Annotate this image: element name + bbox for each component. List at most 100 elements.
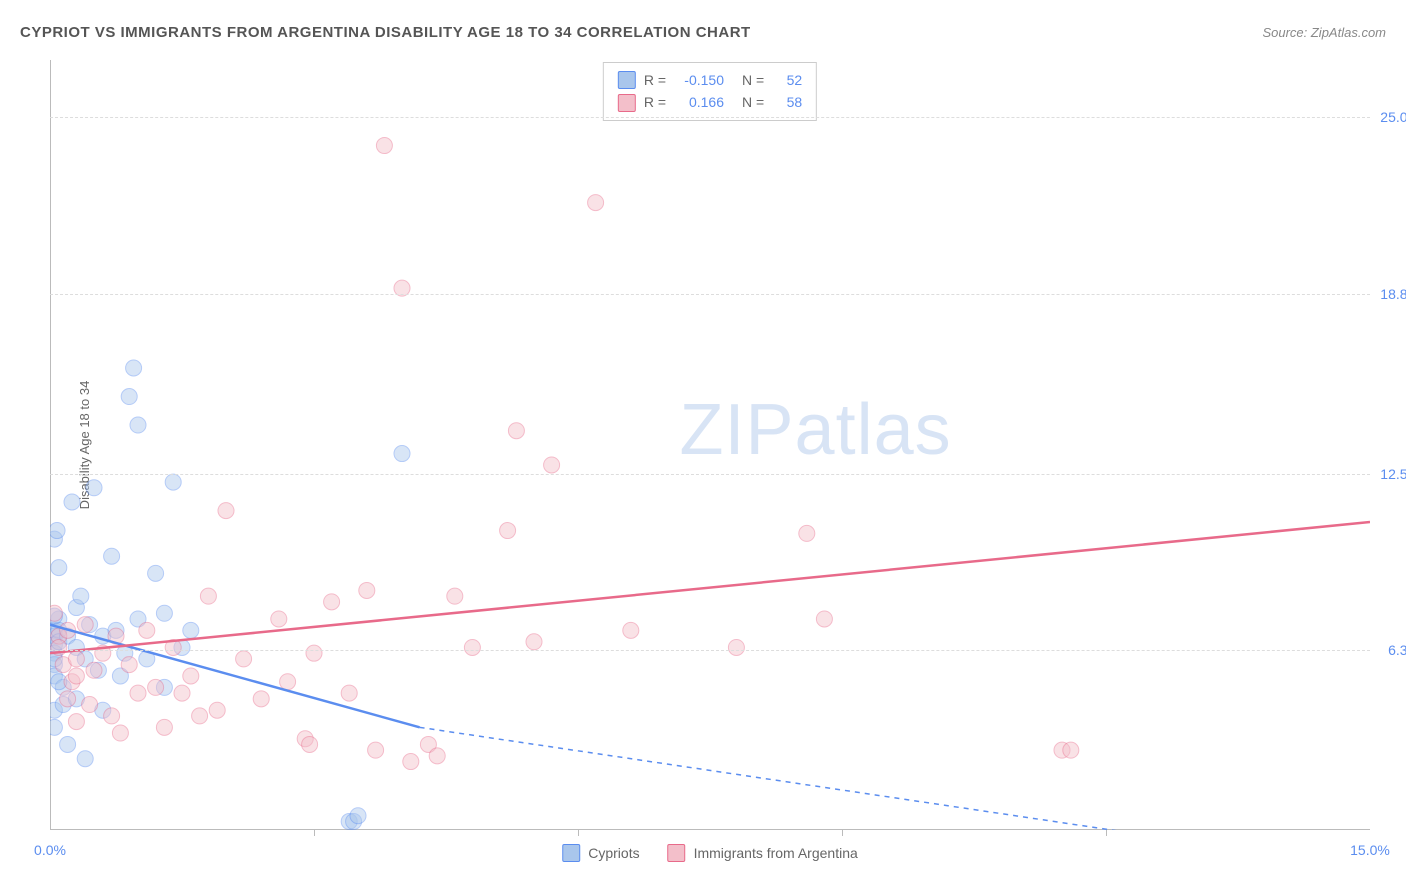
data-point — [350, 808, 366, 824]
stat-n-value: 52 — [772, 69, 802, 91]
data-point — [112, 725, 128, 741]
data-point — [148, 679, 164, 695]
data-point — [816, 611, 832, 627]
x-tick-mark — [842, 830, 843, 836]
data-point — [306, 645, 322, 661]
data-point — [394, 446, 410, 462]
data-point — [104, 708, 120, 724]
data-point — [799, 525, 815, 541]
data-point — [50, 719, 62, 735]
data-point — [68, 651, 84, 667]
data-point — [447, 588, 463, 604]
x-tick-mark — [1106, 830, 1107, 836]
chart-header: CYPRIOT VS IMMIGRANTS FROM ARGENTINA DIS… — [20, 24, 1386, 41]
y-tick-label: 12.5% — [1380, 466, 1406, 482]
data-point — [64, 494, 80, 510]
gridline — [50, 650, 1370, 651]
data-point — [403, 754, 419, 770]
data-point — [165, 474, 181, 490]
chart-title: CYPRIOT VS IMMIGRANTS FROM ARGENTINA DIS… — [20, 24, 751, 41]
data-point — [192, 708, 208, 724]
legend-label: Cypriots — [588, 845, 639, 861]
chart-source: Source: ZipAtlas.com — [1262, 25, 1386, 40]
data-point — [82, 697, 98, 713]
data-point — [130, 417, 146, 433]
data-point — [174, 685, 190, 701]
y-tick-label: 6.3% — [1388, 642, 1406, 658]
data-point — [86, 662, 102, 678]
data-point — [526, 634, 542, 650]
data-point — [271, 611, 287, 627]
stat-row: R = 0.166 N = 58 — [618, 91, 802, 113]
x-tick-label: 0.0% — [34, 842, 66, 858]
gridline — [50, 474, 1370, 475]
data-point — [341, 685, 357, 701]
data-point — [77, 617, 93, 633]
legend-label: Immigrants from Argentina — [694, 845, 858, 861]
stat-swatch — [618, 94, 636, 112]
data-point — [183, 622, 199, 638]
legend-swatch — [562, 844, 580, 862]
stat-r-value: -0.150 — [674, 69, 724, 91]
data-point — [73, 588, 89, 604]
data-point — [139, 622, 155, 638]
stat-swatch — [618, 71, 636, 89]
data-point — [280, 674, 296, 690]
data-point — [253, 691, 269, 707]
data-point — [156, 719, 172, 735]
y-tick-label: 25.0% — [1380, 109, 1406, 125]
data-point — [77, 751, 93, 767]
data-point — [728, 639, 744, 655]
data-point — [183, 668, 199, 684]
correlation-stats-box: R = -0.150 N = 52 R = 0.166 N = 58 — [603, 62, 817, 121]
stat-n-label: N = — [742, 91, 764, 113]
stat-row: R = -0.150 N = 52 — [618, 69, 802, 91]
data-point — [429, 748, 445, 764]
data-point — [50, 605, 62, 621]
data-point — [121, 389, 137, 405]
scatter-plot — [50, 60, 1370, 830]
legend: Cypriots Immigrants from Argentina — [562, 844, 858, 862]
legend-item: Immigrants from Argentina — [668, 844, 858, 862]
stat-r-value: 0.166 — [674, 91, 724, 113]
stat-n-value: 58 — [772, 91, 802, 113]
stat-r-label: R = — [644, 69, 666, 91]
stat-r-label: R = — [644, 91, 666, 113]
data-point — [60, 691, 76, 707]
chart-area: Disability Age 18 to 34 ZIPatlas R = -0.… — [50, 60, 1370, 830]
x-tick-mark — [314, 830, 315, 836]
data-point — [544, 457, 560, 473]
x-tick-mark — [578, 830, 579, 836]
data-point — [60, 736, 76, 752]
data-point — [121, 657, 137, 673]
data-point — [50, 523, 65, 539]
data-point — [51, 560, 67, 576]
legend-item: Cypriots — [562, 844, 639, 862]
data-point — [68, 668, 84, 684]
trend-line-extrapolated — [420, 727, 1150, 830]
data-point — [359, 582, 375, 598]
data-point — [126, 360, 142, 376]
data-point — [68, 714, 84, 730]
gridline — [50, 294, 1370, 295]
x-tick-label: 15.0% — [1350, 842, 1390, 858]
data-point — [200, 588, 216, 604]
data-point — [148, 565, 164, 581]
data-point — [218, 503, 234, 519]
data-point — [1063, 742, 1079, 758]
data-point — [130, 685, 146, 701]
y-tick-label: 18.8% — [1380, 286, 1406, 302]
data-point — [209, 702, 225, 718]
trend-line — [50, 522, 1370, 653]
data-point — [236, 651, 252, 667]
gridline — [50, 117, 1370, 118]
data-point — [104, 548, 120, 564]
data-point — [302, 736, 318, 752]
data-point — [368, 742, 384, 758]
data-point — [156, 605, 172, 621]
data-point — [324, 594, 340, 610]
data-point — [508, 423, 524, 439]
data-point — [588, 195, 604, 211]
stat-n-label: N = — [742, 69, 764, 91]
data-point — [86, 480, 102, 496]
